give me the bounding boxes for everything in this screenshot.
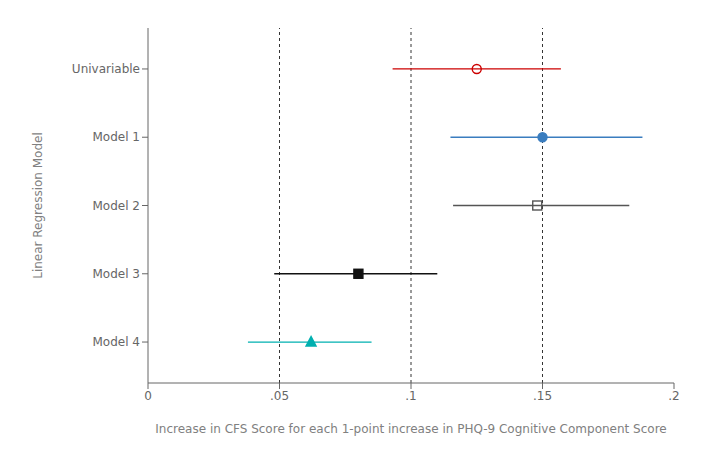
svg-text:Univariable: Univariable	[72, 62, 140, 76]
svg-text:Increase in CFS Score for each: Increase in CFS Score for each 1-point i…	[155, 422, 666, 436]
svg-text:.05: .05	[270, 389, 289, 403]
svg-text:Model 4: Model 4	[93, 335, 140, 349]
svg-text:Model 3: Model 3	[93, 267, 140, 281]
svg-text:Model 1: Model 1	[93, 130, 140, 144]
svg-text:Linear Regression Model: Linear Regression Model	[31, 132, 45, 279]
svg-text:0: 0	[144, 389, 152, 403]
svg-text:Model 2: Model 2	[93, 199, 140, 213]
svg-text:.1: .1	[405, 389, 416, 403]
svg-text:.15: .15	[533, 389, 552, 403]
svg-text:.2: .2	[668, 389, 679, 403]
